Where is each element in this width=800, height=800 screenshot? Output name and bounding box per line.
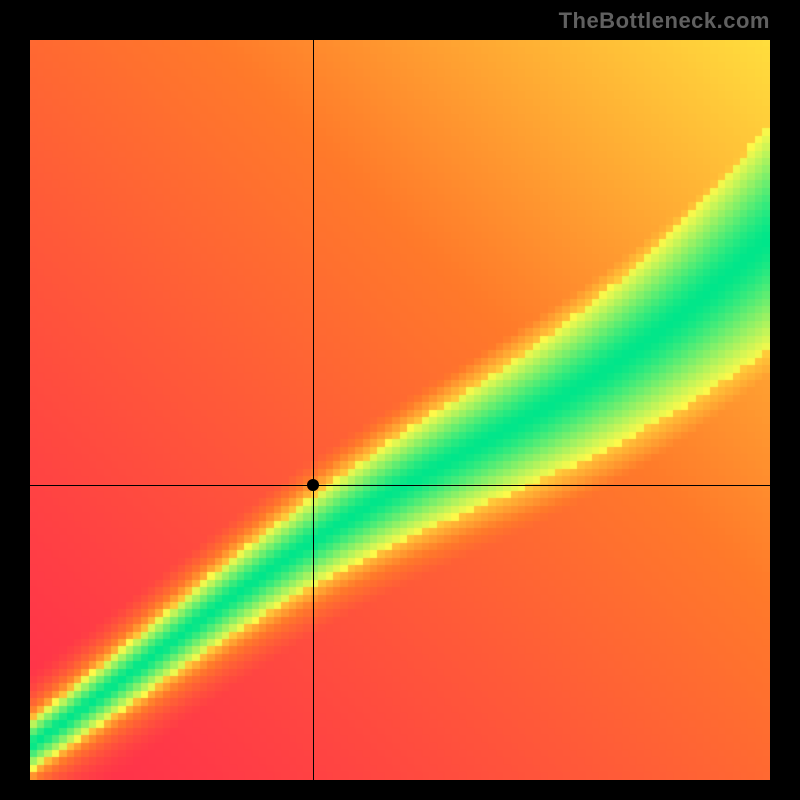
crosshair-marker	[307, 479, 319, 491]
crosshair-horizontal	[30, 485, 770, 486]
heatmap-canvas	[30, 40, 770, 780]
watermark-text: TheBottleneck.com	[559, 8, 770, 34]
crosshair-vertical	[313, 40, 314, 780]
plot-area	[30, 40, 770, 780]
